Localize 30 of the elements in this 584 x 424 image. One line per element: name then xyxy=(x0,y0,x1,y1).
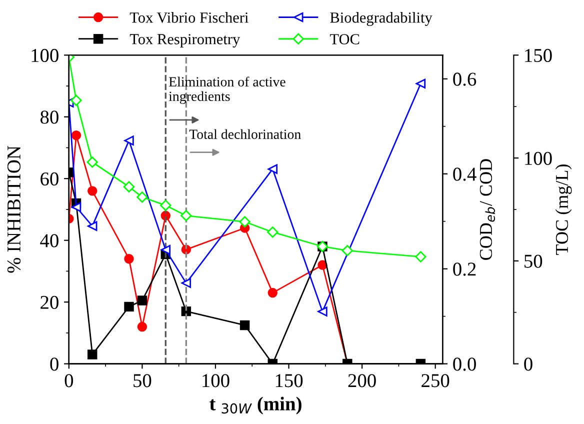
y2-axis-title: COD$_{eb}$/ COD xyxy=(480,159,496,260)
legend-label: Tox Respirometry xyxy=(130,34,240,48)
legend-label: Tox Vibrio Fischeri xyxy=(130,12,248,23)
y-tick-label: 80 xyxy=(40,110,58,124)
ref-line-label: Total dechlorination xyxy=(189,129,301,139)
x-tick-label: 250 xyxy=(422,374,450,388)
x-tick-label: 50 xyxy=(134,374,152,388)
y3-tick-label: 150 xyxy=(525,48,552,62)
x-tick-label: 150 xyxy=(276,374,303,388)
y-tick-label: 100 xyxy=(32,48,58,62)
y3-axis-title: TOC (mg/L) xyxy=(555,164,572,255)
y2-tick-label: 0.2 xyxy=(453,262,476,276)
y3-tick-label: 50 xyxy=(524,254,542,268)
x-axis-title: t $_{30W}$ (min) xyxy=(210,396,302,414)
ref-line-label: Elimination of active ingredients xyxy=(168,76,286,104)
y-tick-label: 40 xyxy=(40,234,58,248)
y3-tick-label: 0 xyxy=(524,358,532,371)
y-axis-title: % INHIBITION xyxy=(7,146,21,273)
y-tick-label: 0 xyxy=(50,358,58,371)
x-tick-label: 100 xyxy=(202,374,230,388)
legend-label: Biodegradability xyxy=(330,12,432,26)
y3-tick-label: 100 xyxy=(525,152,552,165)
y2-tick-label: 0.4 xyxy=(453,168,476,181)
x-tick-label: 200 xyxy=(348,374,376,388)
y-tick-label: 60 xyxy=(40,172,58,186)
y2-tick-label: 0.6 xyxy=(453,72,476,86)
legend-label: TOC xyxy=(330,34,360,44)
y2-tick-label: 0.0 xyxy=(453,358,476,371)
y-tick-label: 20 xyxy=(40,296,58,309)
x-tick-label: 0 xyxy=(64,374,74,388)
